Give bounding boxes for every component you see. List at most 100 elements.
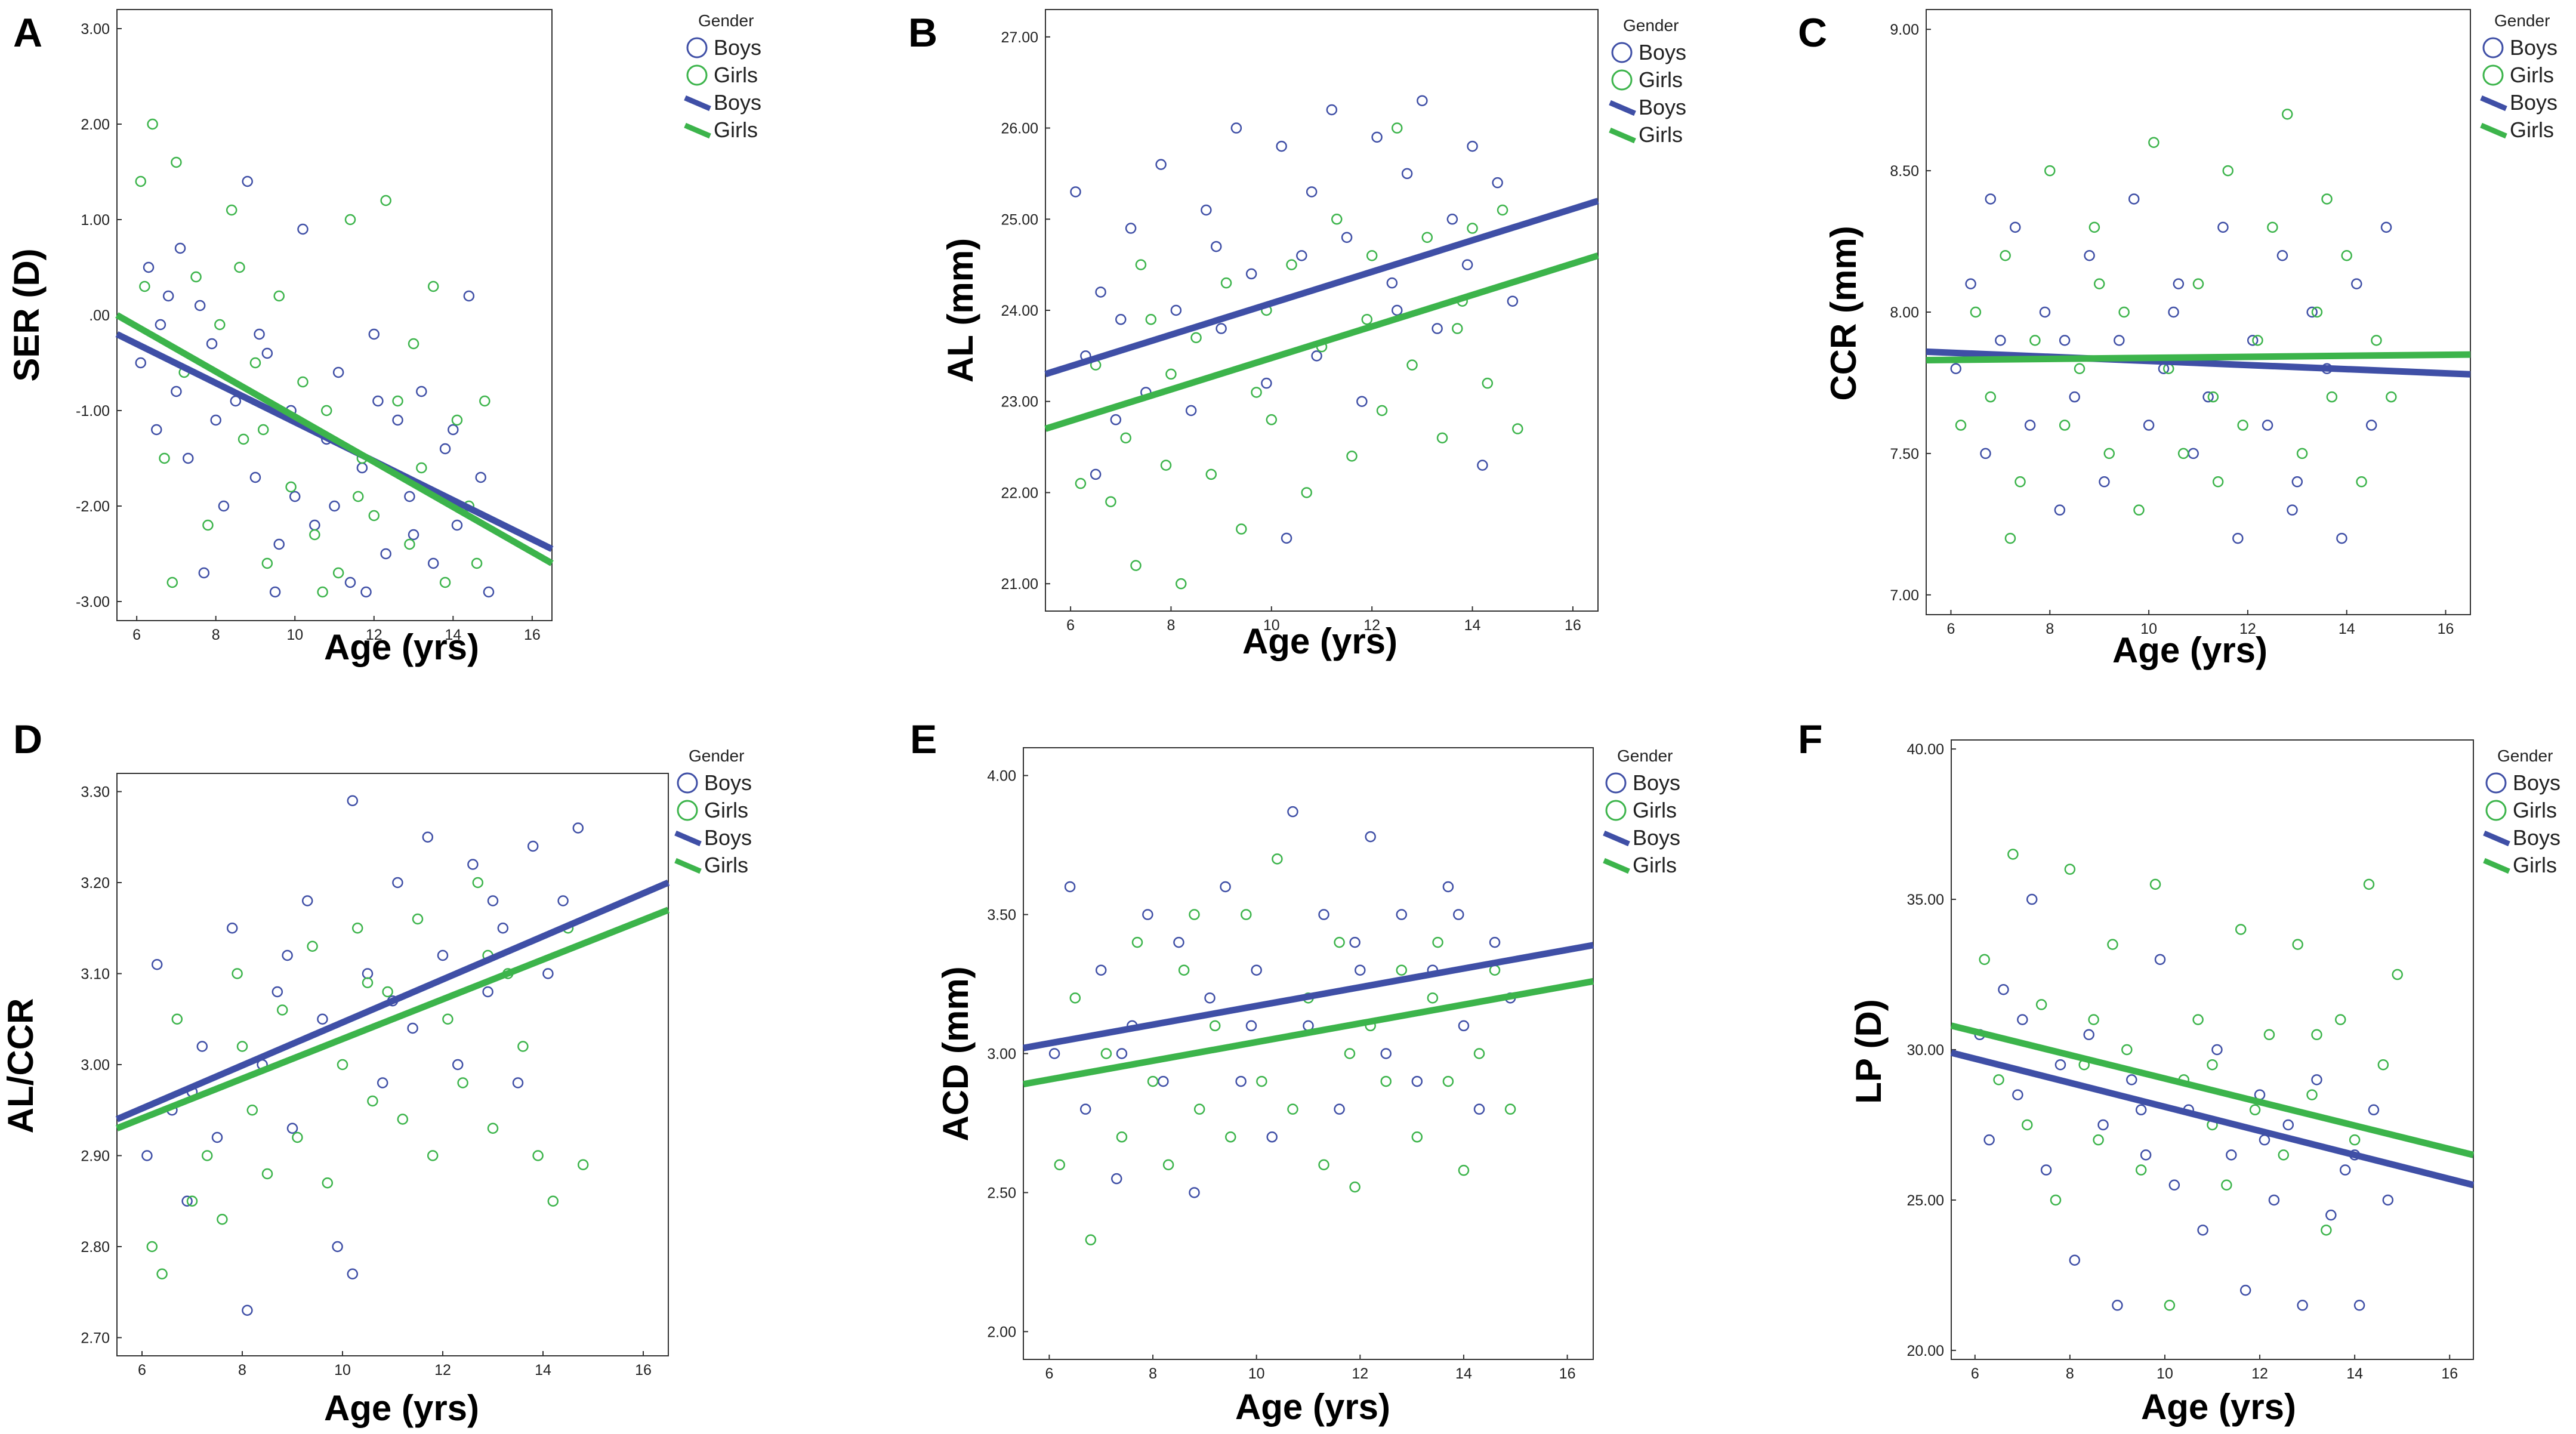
panel-letter: A (13, 10, 42, 55)
point-girls (2341, 249, 2352, 261)
point-girls (1497, 204, 1508, 216)
point-girls (2321, 193, 2333, 205)
fit-line-boys (115, 879, 670, 1122)
legend-label-girls-line: Girls (704, 853, 748, 877)
legend-girls-line-icon (1603, 858, 1630, 874)
point-girls (1209, 1020, 1221, 1032)
x-tick-label: 8 (2046, 621, 2054, 637)
point-girls (237, 433, 249, 445)
point-girls (1105, 496, 1116, 507)
point-girls (2121, 1044, 2133, 1056)
point-girls (1421, 232, 1433, 243)
point-boys (2382, 1194, 2394, 1206)
point-boys (2339, 1164, 2351, 1176)
point-girls (1272, 853, 1283, 865)
point-boys (206, 338, 218, 350)
point-boys (1326, 104, 1338, 116)
x-tick-label: 8 (1167, 617, 1176, 634)
point-girls (1205, 468, 1217, 480)
point-girls (1190, 332, 1202, 344)
point-girls (412, 913, 424, 925)
point-girls (532, 1150, 544, 1161)
point-girls (307, 940, 318, 952)
point-boys (2012, 1089, 2023, 1100)
point-boys (135, 357, 147, 369)
point-boys (2306, 306, 2318, 318)
point-boys (2239, 1284, 2251, 1296)
point-boys (2287, 504, 2298, 516)
point-boys (1095, 964, 1107, 976)
point-boys (377, 1077, 388, 1088)
point-girls (2088, 221, 2100, 233)
legend-boys-line-icon (1603, 830, 1630, 847)
point-girls (232, 968, 243, 979)
y-tick-label: 3.00 (987, 1046, 1016, 1063)
point-boys (467, 859, 479, 870)
legend-boys-line-icon (684, 95, 711, 112)
point-boys (2097, 1119, 2109, 1131)
point-girls (1287, 1103, 1298, 1115)
point-girls (1331, 214, 1343, 225)
point-girls (2281, 109, 2293, 120)
point-boys (196, 1041, 208, 1052)
point-girls (1432, 936, 1443, 948)
y-tick-label: 22.00 (1001, 485, 1038, 501)
point-boys (1116, 1048, 1128, 1059)
point-girls (317, 586, 328, 598)
point-girls (427, 280, 439, 292)
point-girls (202, 519, 214, 531)
point-girls (234, 261, 245, 273)
y-tick-label: 2.00 (81, 116, 110, 133)
point-girls (1266, 414, 1278, 425)
point-girls (2192, 278, 2204, 289)
point-boys (2154, 954, 2166, 966)
point-boys (1210, 240, 1222, 252)
point-girls (249, 357, 261, 369)
y-tick-label: 35.00 (1906, 892, 1944, 908)
point-boys (542, 968, 554, 979)
point-girls (1955, 420, 1967, 431)
point-boys (1995, 335, 2006, 346)
point-girls (367, 1095, 378, 1107)
point-girls (2192, 1014, 2204, 1025)
y-axis-title: SER (D) (7, 248, 47, 381)
legend-boys-marker-icon (677, 772, 698, 794)
y-tick-label: 3.30 (81, 784, 110, 801)
point-girls (2237, 420, 2248, 431)
point-boys (372, 395, 384, 407)
panel-b: B 21.00 22.00 23.00 24.00 25.00 26.00 27.00 6 8 10… (908, 9, 1686, 661)
point-girls (397, 1114, 409, 1125)
point-boys (1245, 268, 1257, 280)
point-boys (1386, 277, 1398, 289)
legend-label-girls: Girls (2510, 63, 2554, 87)
point-girls (332, 567, 344, 579)
point-boys (1079, 1103, 1091, 1115)
point-boys (1111, 1173, 1122, 1185)
point-girls (2177, 448, 2189, 460)
fit-line-girls (1926, 351, 2471, 364)
point-girls (1069, 992, 1081, 1004)
y-tick-label: 2.50 (987, 1185, 1016, 1201)
point-girls (214, 319, 226, 331)
y-tick-label: 2.70 (81, 1330, 110, 1347)
point-girls (380, 195, 391, 206)
legend-label-boys: Boys (2510, 35, 2558, 60)
legend-label-girls-line: Girls (714, 118, 758, 142)
y-tick-label: 8.50 (1890, 163, 1919, 180)
point-boys (141, 1150, 153, 1161)
point-girls (2004, 532, 2016, 544)
point-boys (2268, 1194, 2280, 1206)
x-tick-label: 16 (524, 627, 541, 643)
point-boys (2353, 1300, 2365, 1311)
point-boys (368, 328, 380, 340)
point-girls (2093, 1134, 2104, 1146)
point-boys (439, 443, 451, 455)
x-tick-label: 6 (1971, 1365, 1979, 1382)
point-girls (1236, 523, 1247, 535)
point-boys (210, 414, 221, 426)
x-tick-label: 14 (1455, 1365, 1472, 1382)
point-boys (1980, 448, 1991, 460)
point-girls (2263, 1029, 2275, 1041)
legend-label-girls-line: Girls (1639, 122, 1683, 147)
point-boys (297, 223, 308, 235)
